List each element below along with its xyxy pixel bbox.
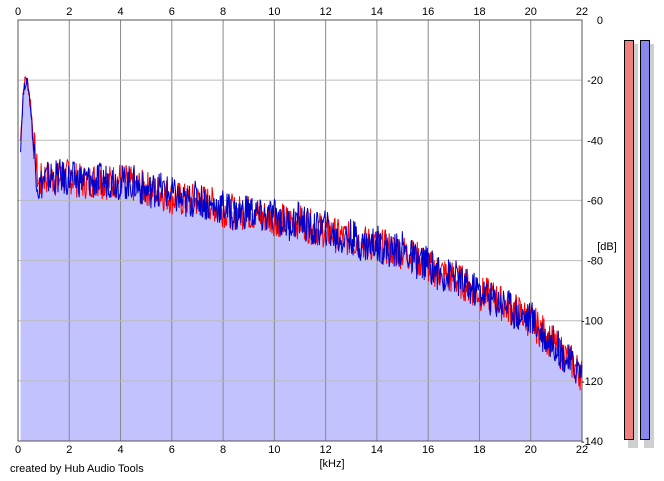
y-tick-label: -80 <box>587 256 603 268</box>
x-tick-label-top: 6 <box>169 6 175 18</box>
x-tick-label-top: 22 <box>576 6 588 18</box>
y-tick-label: -60 <box>587 195 603 207</box>
y-axis-title: [dB] <box>597 241 617 253</box>
level-meter-left <box>624 40 634 440</box>
x-tick-label-top: 16 <box>422 6 434 18</box>
credit-text: created by Hub Audio Tools <box>10 463 144 475</box>
x-tick-label-bottom: 4 <box>117 444 123 456</box>
y-tick-label: -100 <box>581 316 603 328</box>
x-axis-title: [kHz] <box>319 458 344 470</box>
x-tick-label-top: 18 <box>473 6 485 18</box>
y-axis-right: 0 -20 -40 -60 -80 -100 -120 -140 <box>581 15 603 448</box>
y-tick-label: -20 <box>587 75 603 87</box>
x-tick-label-top: 14 <box>371 6 383 18</box>
x-tick-label-top: 2 <box>66 6 72 18</box>
x-tick-label-bottom: 22 <box>576 444 588 456</box>
x-tick-label-bottom: 6 <box>169 444 175 456</box>
series-line-1 <box>20 76 583 391</box>
y-tick-label: -120 <box>581 376 603 388</box>
x-tick-label-bottom: 14 <box>371 444 383 456</box>
x-tick-label-top: 20 <box>525 6 537 18</box>
series-line-2 <box>20 77 583 384</box>
x-tick-label-bottom: 8 <box>220 444 226 456</box>
spectrum-area <box>20 77 582 441</box>
x-tick-label-top: 0 <box>15 6 21 18</box>
x-axis-top: 0 2 4 6 8 10 12 14 16 18 20 22 <box>15 6 588 18</box>
y-tick-label: -140 <box>581 436 603 448</box>
grid-lines <box>17 19 583 442</box>
x-tick-label-bottom: 12 <box>320 444 332 456</box>
x-tick-label-bottom: 2 <box>66 444 72 456</box>
x-tick-label-bottom: 18 <box>473 444 485 456</box>
x-tick-label-bottom: 0 <box>15 444 21 456</box>
series-lines <box>20 76 583 391</box>
x-tick-label-bottom: 10 <box>268 444 280 456</box>
x-tick-label-top: 10 <box>268 6 280 18</box>
x-tick-label-top: 8 <box>220 6 226 18</box>
y-tick-label: 0 <box>597 15 603 27</box>
x-tick-label-bottom: 16 <box>422 444 434 456</box>
x-tick-label-top: 12 <box>320 6 332 18</box>
plot-frame <box>17 19 583 442</box>
y-tick-label: -40 <box>587 135 603 147</box>
plot-area <box>18 20 582 441</box>
x-tick-label-top: 4 <box>117 6 123 18</box>
x-axis-bottom: 0 2 4 6 8 10 12 14 16 18 20 22 <box>15 444 588 456</box>
x-tick-label-bottom: 20 <box>525 444 537 456</box>
level-meter-right <box>640 40 650 440</box>
